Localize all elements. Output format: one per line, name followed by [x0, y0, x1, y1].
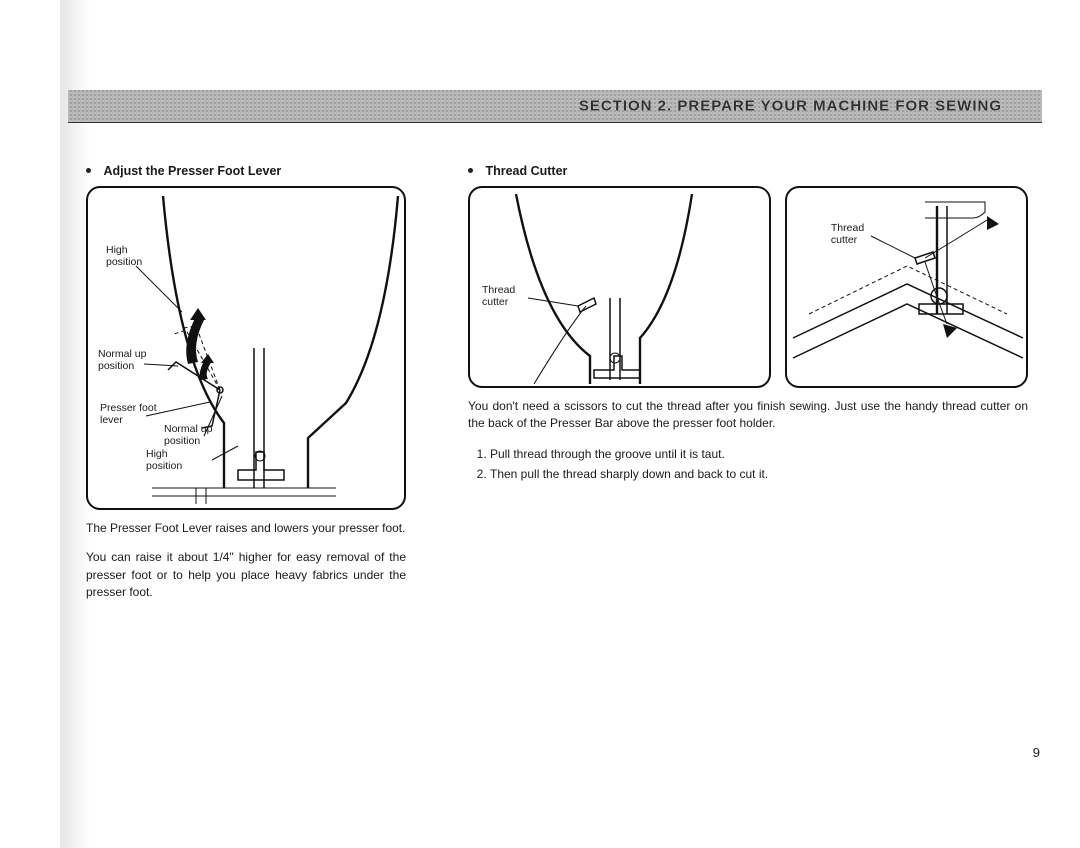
right-heading-row: Thread Cutter	[468, 162, 1028, 180]
section-header-band: SECTION 2. PREPARE YOUR MACHINE FOR SEWI…	[68, 90, 1042, 122]
left-paragraph-1: The Presser Foot Lever raises and lowers…	[86, 520, 406, 537]
label-thread-cutter-1: Thread cutter	[482, 284, 515, 308]
right-heading: Thread Cutter	[485, 164, 567, 178]
label-normal-up-position-2: Normal up position	[164, 423, 212, 447]
bullet-icon	[468, 168, 473, 173]
thread-cutter-back-illustration	[787, 188, 1027, 386]
figure-row: Thread cutter	[468, 186, 1028, 388]
right-steps: Pull thread through the groove until it …	[468, 445, 1028, 483]
label-high-position-2: High position	[146, 448, 182, 472]
left-heading-row: Adjust the Presser Foot Lever	[86, 162, 406, 180]
label-normal-up-position: Normal up position	[98, 348, 146, 372]
figure-thread-cutter-front: Thread cutter	[468, 186, 771, 388]
label-thread-cutter-2: Thread cutter	[831, 222, 864, 246]
right-step-1: Pull thread through the groove until it …	[490, 445, 1028, 463]
section-header-text: SECTION 2. PREPARE YOUR MACHINE FOR SEWI…	[579, 98, 1002, 115]
manual-page: SECTION 2. PREPARE YOUR MACHINE FOR SEWI…	[0, 0, 1080, 848]
bullet-icon	[86, 168, 91, 173]
right-step-2: Then pull the thread sharply down and ba…	[490, 465, 1028, 483]
left-column: Adjust the Presser Foot Lever	[86, 162, 406, 614]
left-paragraph-2: You can raise it about 1/4" higher for e…	[86, 549, 406, 601]
figure-thread-cutter-back: Thread cutter	[785, 186, 1028, 388]
right-column: Thread Cutter	[468, 162, 1028, 485]
right-intro: You don't need a scissors to cut the thr…	[468, 398, 1028, 433]
figure-presser-foot-lever: High position Normal up position Presser…	[86, 186, 406, 510]
label-high-position: High position	[106, 244, 142, 268]
left-heading: Adjust the Presser Foot Lever	[103, 164, 281, 178]
label-presser-foot-lever: Presser foot lever	[100, 402, 157, 426]
page-number: 9	[1033, 745, 1040, 760]
